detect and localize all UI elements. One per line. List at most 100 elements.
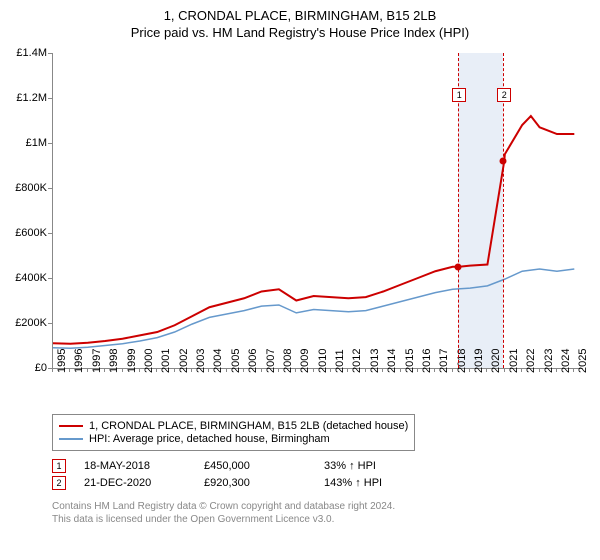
marker-box: 1 [452, 88, 466, 102]
chart-title: 1, CRONDAL PLACE, BIRMINGHAM, B15 2LB [10, 8, 590, 23]
marker-dot [455, 263, 462, 270]
footer: Contains HM Land Registry data © Crown c… [52, 500, 590, 526]
xtick-mark [243, 368, 244, 372]
xtick-mark [486, 368, 487, 372]
points-pct: 33% ↑ HPI [324, 460, 444, 472]
ytick-mark [48, 143, 52, 144]
xtick-mark [156, 368, 157, 372]
xtick-mark [139, 368, 140, 372]
xtick-label: 2009 [299, 349, 311, 373]
xtick-mark [226, 368, 227, 372]
chart-area: £0 £200K £400K £600K £800K £1M £1.2M £1.4M 1995 1… [10, 48, 585, 408]
ytick-mark [48, 98, 52, 99]
xtick-label: 1997 [91, 349, 103, 373]
xtick-label: 2003 [195, 349, 207, 373]
ytick-mark [48, 278, 52, 279]
ytick-mark [48, 233, 52, 234]
chart-subtitle: Price paid vs. HM Land Registry's House … [10, 25, 590, 40]
marker-box: 2 [497, 88, 511, 102]
xtick-mark [521, 368, 522, 372]
marker-dot [500, 157, 507, 164]
xtick-label: 2000 [143, 349, 155, 373]
xtick-label: 2010 [317, 349, 329, 373]
xtick-mark [122, 368, 123, 372]
xtick-mark [452, 368, 453, 372]
xtick-mark [434, 368, 435, 372]
xtick-mark [469, 368, 470, 372]
points-price: £920,300 [204, 477, 324, 489]
xtick-label: 1999 [126, 349, 138, 373]
ytick-label: £200K [7, 317, 47, 329]
ytick-label: £1.4M [7, 47, 47, 59]
ytick-mark [48, 53, 52, 54]
xtick-mark [191, 368, 192, 372]
points-row: 2 21-DEC-2020£920,300143% ↑ HPI [52, 476, 590, 490]
legend-label: HPI: Average price, detached house, Birm… [89, 433, 330, 445]
xtick-mark [347, 368, 348, 372]
xtick-mark [174, 368, 175, 372]
xtick-mark [52, 368, 53, 372]
xtick-label: 2004 [212, 349, 224, 373]
footer-line-2: This data is licensed under the Open Gov… [52, 513, 590, 526]
xtick-label: 2011 [334, 349, 346, 373]
legend-label: 1, CRONDAL PLACE, BIRMINGHAM, B15 2LB (d… [89, 420, 408, 432]
ytick-mark [48, 323, 52, 324]
xtick-mark [261, 368, 262, 372]
ytick-label: £400K [7, 272, 47, 284]
xtick-label: 2017 [438, 349, 450, 373]
xtick-label: 1996 [73, 349, 85, 373]
ytick-label: £0 [7, 362, 47, 374]
xtick-label: 2019 [473, 349, 485, 373]
ytick-label: £1.2M [7, 92, 47, 104]
xtick-mark [504, 368, 505, 372]
legend-item: HPI: Average price, detached house, Birm… [59, 433, 408, 445]
legend-swatch [59, 438, 83, 440]
xtick-mark [382, 368, 383, 372]
xtick-mark [104, 368, 105, 372]
xtick-label: 2005 [230, 349, 242, 373]
legend-item: 1, CRONDAL PLACE, BIRMINGHAM, B15 2LB (d… [59, 420, 408, 432]
xtick-label: 2008 [282, 349, 294, 373]
points-price: £450,000 [204, 460, 324, 472]
xtick-label: 2021 [508, 349, 520, 373]
xtick-mark [539, 368, 540, 372]
xtick-mark [69, 368, 70, 372]
xtick-label: 2016 [421, 349, 433, 373]
xtick-label: 2025 [577, 349, 589, 373]
xtick-label: 2002 [178, 349, 190, 373]
ytick-label: £1M [7, 137, 47, 149]
ytick-label: £800K [7, 182, 47, 194]
xtick-label: 2007 [265, 349, 277, 373]
xtick-label: 2022 [525, 349, 537, 373]
points-row: 1 18-MAY-2018£450,00033% ↑ HPI [52, 459, 590, 473]
xtick-label: 2023 [543, 349, 555, 373]
ytick-mark [48, 188, 52, 189]
xtick-label: 2014 [386, 349, 398, 373]
xtick-label: 2015 [404, 349, 416, 373]
xtick-label: 2024 [560, 349, 572, 373]
ytick-label: £600K [7, 227, 47, 239]
xtick-mark [400, 368, 401, 372]
xtick-mark [417, 368, 418, 372]
xtick-label: 2001 [160, 349, 172, 373]
xtick-label: 2012 [351, 349, 363, 373]
footer-line-1: Contains HM Land Registry data © Crown c… [52, 500, 590, 513]
xtick-mark [313, 368, 314, 372]
points-table: 1 18-MAY-2018£450,00033% ↑ HPI 2 21-DEC-202… [52, 459, 590, 490]
xtick-label: 1995 [56, 349, 68, 373]
xtick-mark [87, 368, 88, 372]
xtick-mark [556, 368, 557, 372]
xtick-label: 2020 [490, 349, 502, 373]
xtick-mark [295, 368, 296, 372]
points-pct: 143% ↑ HPI [324, 477, 444, 489]
points-date: 21-DEC-2020 [84, 477, 204, 489]
points-marker: 1 [52, 459, 66, 473]
xtick-label: 2006 [247, 349, 259, 373]
xtick-label: 2013 [369, 349, 381, 373]
xtick-label: 1998 [108, 349, 120, 373]
xtick-mark [278, 368, 279, 372]
points-marker: 2 [52, 476, 66, 490]
legend: 1, CRONDAL PLACE, BIRMINGHAM, B15 2LB (d… [52, 414, 415, 451]
xtick-mark [573, 368, 574, 372]
points-date: 18-MAY-2018 [84, 460, 204, 472]
